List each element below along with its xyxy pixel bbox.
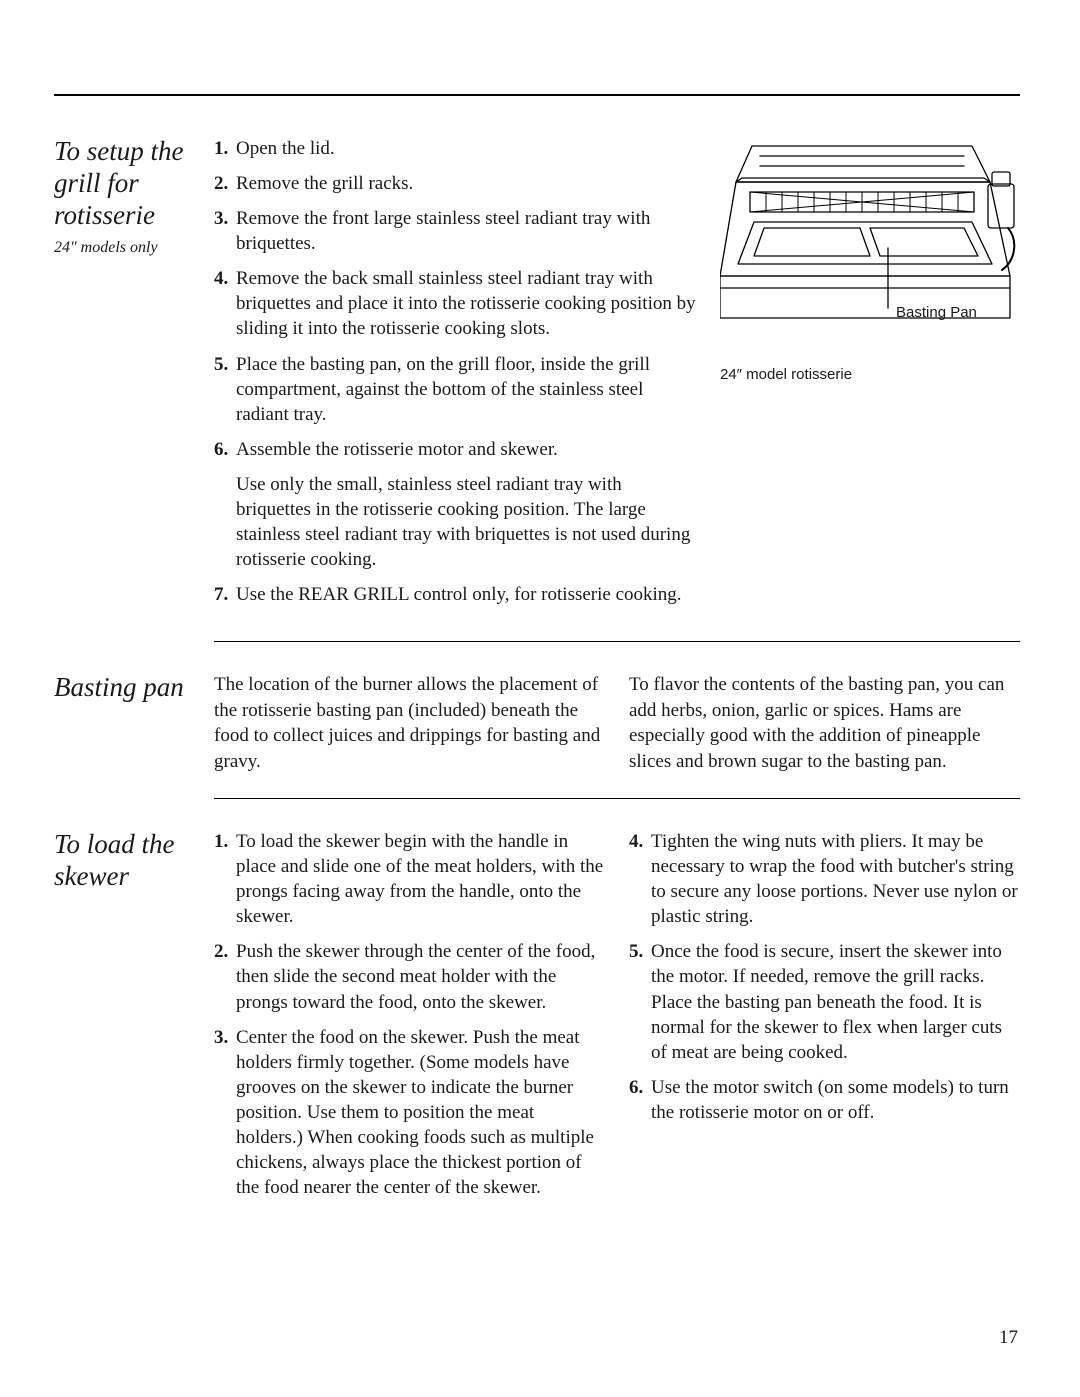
step-text: Tighten the wing nuts with pliers. It ma… [651,831,1018,927]
skewer-title: To load the skewer [54,829,198,893]
step-text: To load the skewer begin with the handle… [236,831,603,927]
skewer-step: Push the skewer through the center of th… [214,939,605,1014]
setup-title: To setup the grill for rotisserie [54,136,198,232]
step-text: Remove the grill racks. [236,173,413,194]
setup-step: Open the lid. [214,136,696,161]
step-text: Push the skewer through the center of th… [236,941,595,1012]
sidebar-basting: Basting pan [54,672,214,704]
skewer-steps-right: Tighten the wing nuts with pliers. It ma… [629,829,1020,1125]
skewer-step: Once the food is secure, insert the skew… [629,939,1020,1064]
setup-subtitle: 24″ models only [54,238,198,257]
step-note: Use only the small, stainless steel radi… [236,472,696,572]
basting-content: The location of the burner allows the pl… [214,672,1020,774]
skewer-steps-left: To load the skewer begin with the handle… [214,829,605,1200]
divider [214,641,1020,642]
setup-step: Remove the front large stainless steel r… [214,206,696,256]
skewer-step: Use the motor switch (on some models) to… [629,1075,1020,1125]
skewer-step: Tighten the wing nuts with pliers. It ma… [629,829,1020,929]
step-text: Assemble the rotisserie motor and skewer… [236,439,558,460]
step-text: Use the motor switch (on some models) to… [651,1077,1009,1123]
setup-step: Assemble the rotisserie motor and skewer… [214,437,696,572]
step-text: Use the REAR GRILL control only, for rot… [236,584,682,605]
step-text: Center the food on the skewer. Push the … [236,1027,594,1198]
step-text: Remove the front large stainless steel r… [236,208,650,254]
basting-col2: To flavor the contents of the basting pa… [629,672,1020,774]
setup-step: Remove the grill racks. [214,171,696,196]
skewer-step: Center the food on the skewer. Push the … [214,1025,605,1201]
section-skewer: To load the skewer To load the skewer be… [54,829,1020,1210]
step-text: Once the food is secure, insert the skew… [651,941,1002,1062]
basting-col1: The location of the burner allows the pl… [214,672,605,774]
skewer-content: To load the skewer begin with the handle… [214,829,1020,1210]
setup-steps: Open the lid. Remove the grill racks. Re… [214,136,696,607]
divider [214,798,1020,799]
step-text: Open the lid. [236,138,335,159]
section-basting: Basting pan The location of the burner a… [54,672,1020,774]
top-rule [54,94,1020,96]
figure-callout-label: Basting Pan [896,304,977,321]
setup-step: Use the REAR GRILL control only, for rot… [214,582,696,607]
setup-figure-wrap: Basting Pan 24″ model rotisserie [720,136,1020,617]
setup-step: Place the basting pan, on the grill floo… [214,352,696,427]
setup-step: Remove the back small stainless steel ra… [214,266,696,341]
setup-content: Open the lid. Remove the grill racks. Re… [214,136,1020,617]
skewer-step: To load the skewer begin with the handle… [214,829,605,929]
sidebar-skewer: To load the skewer [54,829,214,893]
grill-illustration: Basting Pan [720,136,1020,356]
section-setup: To setup the grill for rotisserie 24″ mo… [54,136,1020,617]
step-text: Remove the back small stainless steel ra… [236,268,696,339]
step-text: Place the basting pan, on the grill floo… [236,354,650,425]
page-number: 17 [999,1327,1018,1349]
figure-caption: 24″ model rotisserie [720,366,1020,383]
basting-title: Basting pan [54,672,198,704]
sidebar-setup: To setup the grill for rotisserie 24″ mo… [54,136,214,257]
